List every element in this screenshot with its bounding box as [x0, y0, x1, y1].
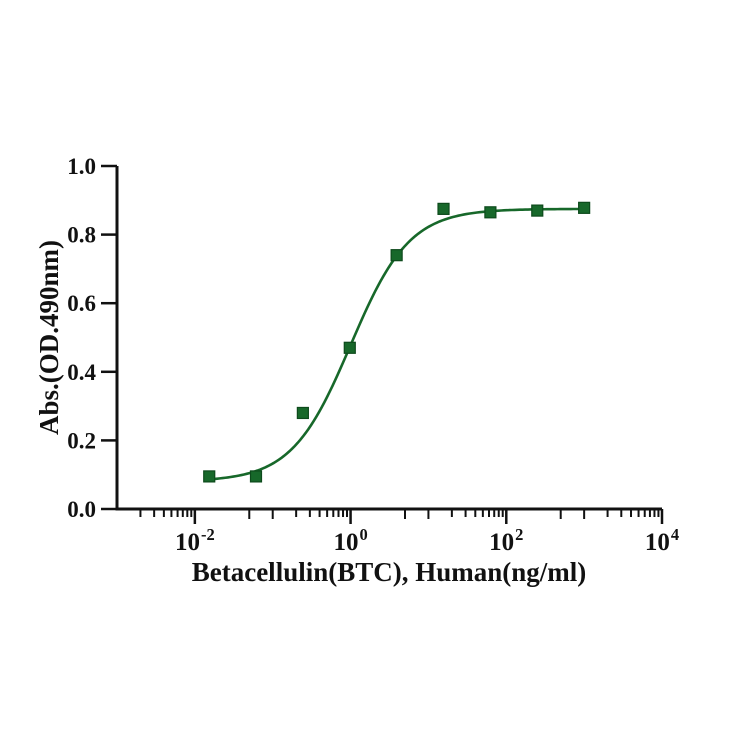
y-tick-label: 0.2: [67, 428, 96, 453]
x-tick-label: 100: [333, 525, 367, 556]
y-axis-title: Abs.(OD.490nm): [34, 240, 64, 435]
y-tick-label: 0.4: [67, 360, 96, 385]
data-point-marker: [296, 406, 309, 420]
y-tick-label: 0.8: [67, 223, 96, 248]
x-tick-label: 104: [645, 525, 679, 556]
x-tick-label: 10-2: [175, 525, 215, 556]
data-point-marker: [203, 470, 216, 483]
x-axis-title: Betacellulin(BTC), Human(ng/ml): [192, 557, 587, 587]
y-tick-label: 0.0: [67, 497, 96, 522]
y-tick-label: 0.6: [67, 291, 96, 316]
data-point-marker: [390, 249, 403, 262]
data-point-marker: [437, 202, 450, 215]
data-point-marker: [578, 201, 591, 214]
y-tick-label: 1.0: [67, 154, 96, 179]
plot-layer: [203, 201, 591, 483]
data-point-marker: [484, 206, 497, 219]
x-tick-label: 102: [489, 525, 523, 556]
data-point-marker: [249, 470, 263, 483]
data-point-marker: [531, 204, 544, 217]
data-point-marker: [343, 341, 356, 354]
ticks-layer: 0.0 0.2 0.4 0.6 0.8 1.0 10-2 100 102 104: [67, 154, 679, 556]
